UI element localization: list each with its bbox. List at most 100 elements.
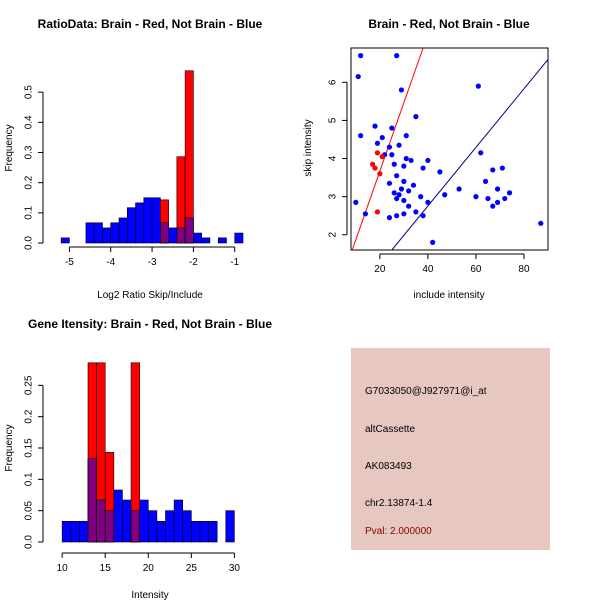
gene-intensity-hist-y-tick-label-5: 0.25 — [24, 375, 35, 395]
intensity-scatter-x-tick-label-1: 40 — [422, 264, 434, 275]
scatter-blue-point-10 — [374, 140, 381, 146]
scatter-blue-point-28 — [499, 165, 505, 171]
scatter-blue-point-43 — [494, 199, 501, 205]
gene-y-axis-label: Frequency — [4, 424, 15, 471]
gene-intensity-hist-blue-bar-11 — [156, 521, 166, 543]
ratio-hist-y-tick-label-2: 0.2 — [24, 175, 35, 189]
gene-intensity-hist-blue-bar-2 — [79, 521, 89, 543]
ratio-hist-x-tick-label-3: -2 — [189, 257, 198, 268]
scatter-red-point-4 — [377, 171, 383, 177]
gene-intensity-hist-x-tick-label-0: 10 — [57, 563, 69, 574]
ratio-hist-overlap-bar-1 — [176, 227, 186, 244]
gene-x-axis-label: Intensity — [131, 590, 168, 600]
scatter-chart-title: Brain - Red, Not Brain - Blue — [368, 17, 530, 31]
ratio-hist-blue-bar-9 — [151, 197, 161, 244]
p-value: Pval: 2.000000 — [365, 526, 432, 537]
scatter-blue-point-57 — [430, 239, 436, 245]
gene-intensity-hist-overlap-bar-2 — [104, 510, 115, 543]
intensity-scatter-x-tick-label-0: 20 — [374, 264, 386, 275]
scatter-blue-point-56 — [538, 220, 544, 226]
scatter-blue-point-46 — [401, 197, 407, 204]
intensity-scatter-y-tick-label-3: 5 — [328, 117, 339, 123]
scatter-blue-point-26 — [482, 178, 489, 184]
ratio-hist-blue-bar-15 — [201, 237, 211, 244]
accession-id: AK083493 — [365, 461, 412, 472]
ratio-hist-blue-bar-2 — [93, 222, 103, 244]
ratio-hist-x-tick-label-0: -5 — [65, 257, 74, 268]
gene-intensity-hist-blue-bar-6 — [113, 489, 123, 543]
scatter-blue-point-13 — [413, 114, 419, 120]
scatter-blue-point-12 — [396, 142, 402, 148]
gene-intensity-hist-blue-bar-1 — [70, 521, 80, 543]
event-type: altCassette — [365, 424, 416, 435]
scatter-blue-point-3 — [398, 87, 405, 93]
gene-intensity-hist-overlap-bar-3 — [130, 510, 140, 543]
gene-intensity-hist-blue-bar-15 — [191, 521, 201, 543]
scatter-blue-point-20 — [425, 157, 431, 164]
scatter-blue-point-39 — [456, 186, 462, 192]
scatter-blue-point-33 — [396, 192, 402, 198]
ratio-chart-title: RatioData: Brain - Red, Not Brain - Blue — [38, 17, 263, 31]
gene-intensity-hist-x-tick-label-2: 20 — [143, 563, 155, 574]
scatter-blue-point-23 — [394, 173, 400, 179]
ratio-hist-blue-bar-16 — [217, 237, 227, 244]
ratio-hist-overlap-bar-0 — [160, 222, 169, 244]
scatter-brain-fit-line — [351, 48, 424, 250]
scatter-red-point-5 — [374, 209, 381, 215]
gene-intensity-hist-blue-bar-14 — [182, 510, 192, 543]
gene-intensity-hist-blue-bar-12 — [165, 510, 175, 543]
scatter-blue-point-50 — [420, 213, 426, 219]
ratio-hist-blue-bar-14 — [193, 232, 202, 244]
ratio-hist-overlap-bar-2 — [184, 217, 194, 244]
gene-intensity-hist-overlap-bar-1 — [96, 499, 106, 543]
scatter-blue-point-2 — [355, 73, 361, 80]
ratio-hist-blue-bar-7 — [135, 202, 145, 244]
ratio-hist-y-tick-label-4: 0.4 — [24, 115, 35, 129]
scatter-blue-point-4 — [475, 83, 481, 89]
scatter-blue-point-31 — [398, 186, 405, 192]
scatter-blue-point-16 — [403, 155, 409, 162]
scatter-blue-point-35 — [410, 182, 417, 188]
scatter-blue-point-47 — [394, 195, 400, 202]
ratio-hist-blue-bar-11 — [168, 227, 178, 244]
ratio-hist-blue-bar-1 — [85, 222, 95, 244]
scatter-not-brain-fit-line — [391, 59, 548, 250]
ratio-hist-x-tick-label-4: -1 — [230, 257, 239, 268]
ratio-hist-y-tick-label-3: 0.3 — [24, 145, 35, 159]
scatter-blue-point-48 — [406, 203, 412, 209]
scatter-blue-point-34 — [406, 188, 412, 194]
ratio-hist-y-tick-label-0: 0.0 — [24, 236, 35, 250]
scatter-blue-point-52 — [386, 215, 393, 221]
gene-intensity-hist-y-tick-label-0: 0.0 — [24, 535, 35, 549]
ratio-hist-x-tick-label-1: -4 — [106, 257, 115, 268]
probe-info-panel: G7033050@J927971@i_at altCassette AK0834… — [351, 348, 550, 550]
gene-intensity-hist-x-tick-label-3: 25 — [186, 563, 198, 574]
scatter-blue-point-19 — [408, 157, 414, 164]
scatter-blue-point-45 — [506, 190, 513, 196]
gene-intensity-hist-overlap-bar-0 — [87, 458, 97, 543]
intensity-scatter-x-tick-label-3: 80 — [518, 264, 530, 275]
gene-intensity-hist-blue-bar-17 — [208, 521, 218, 543]
scatter-blue-point-11 — [386, 144, 393, 150]
scatter-blue-point-40 — [473, 194, 479, 200]
scatter-blue-point-36 — [418, 194, 424, 200]
scatter-blue-point-15 — [389, 152, 395, 158]
scatter-red-point-0 — [370, 161, 376, 167]
scatter-blue-point-1 — [394, 53, 400, 59]
scatter-blue-point-24 — [401, 178, 407, 184]
scatter-blue-point-42 — [490, 203, 496, 209]
scatter-blue-point-29 — [490, 167, 496, 173]
scatter-blue-point-6 — [372, 123, 378, 129]
intensity-scatter-y-tick-label-2: 4 — [328, 155, 339, 161]
intensity-scatter-plot: Brain - Red, Not Brain - Blue include in… — [303, 17, 549, 301]
scatter-blue-point-53 — [394, 213, 400, 219]
genomic-location: chr2.13874-1.4 — [365, 498, 433, 509]
ratio-hist-blue-bar-5 — [118, 217, 128, 244]
scatter-blue-point-22 — [420, 165, 426, 171]
ratio-y-axis-label: Frequency — [4, 124, 15, 171]
gene-intensity-hist-blue-bar-16 — [199, 521, 209, 543]
gene-intensity-hist-blue-bar-13 — [173, 499, 184, 543]
gene-intensity-hist-blue-bar-0 — [61, 521, 72, 543]
gene-intensity-histogram: Gene Itensity: Brain - Red, Not Brain - … — [4, 317, 272, 600]
